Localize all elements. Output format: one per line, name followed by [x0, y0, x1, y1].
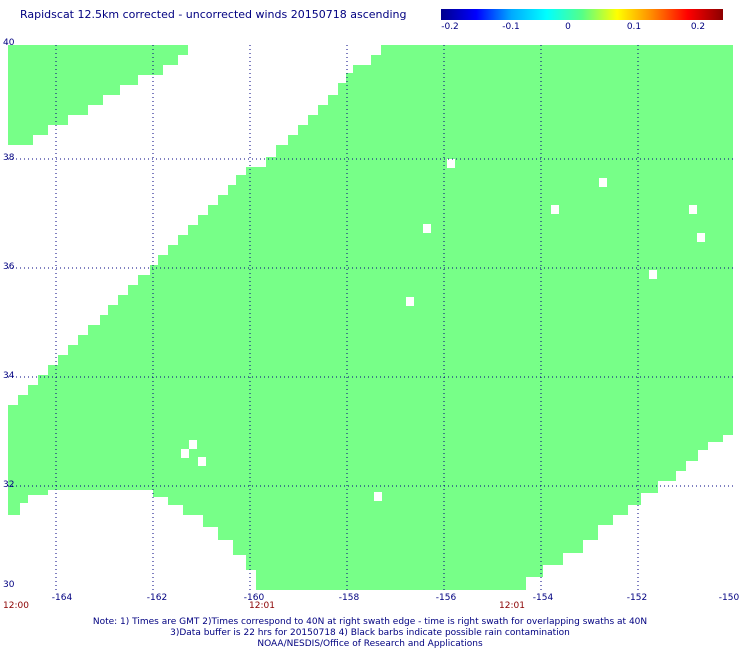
lon-label: -152 — [626, 593, 648, 603]
lat-label: 40 — [3, 38, 15, 48]
lon-label: -156 — [435, 593, 457, 603]
lon-label: -162 — [146, 593, 168, 603]
figure-title: Rapidscat 12.5km corrected - uncorrected… — [20, 8, 407, 21]
colorbar-tick: -0.1 — [502, 22, 520, 32]
swath-region-corner — [8, 45, 188, 145]
wind-map — [8, 45, 733, 590]
colorbar-tick: -0.2 — [441, 22, 459, 32]
swath-region — [8, 45, 733, 590]
lat-label: 36 — [3, 262, 15, 272]
colorbar-tick: 0.1 — [626, 22, 642, 32]
note-line-1: Note: 1) Times are GMT 2)Times correspon… — [92, 617, 648, 627]
lat-label: 38 — [3, 153, 15, 163]
lon-label: -160 — [243, 593, 265, 603]
lon-label: -150 — [718, 593, 740, 603]
time-label: 12:01 — [499, 601, 525, 611]
lon-label: -164 — [51, 593, 73, 603]
lat-label: 30 — [3, 580, 15, 590]
lon-label: -154 — [532, 593, 554, 603]
colorbar-tick: 0 — [565, 22, 571, 32]
graticule — [8, 45, 733, 590]
missing-data-cells — [181, 159, 705, 501]
lon-label: -158 — [338, 593, 360, 603]
time-label: 12:01 — [249, 601, 275, 611]
note-line-3: NOAA/NESDIS/Office of Research and Appli… — [257, 639, 483, 649]
lat-label: 32 — [3, 480, 15, 490]
colorbar-tick: 0.2 — [690, 22, 706, 32]
lat-label: 34 — [3, 371, 15, 381]
note-line-2: 3)Data buffer is 22 hrs for 20150718 4) … — [170, 628, 570, 638]
time-label: 12:00 — [3, 601, 29, 611]
colorbar — [441, 9, 723, 20]
